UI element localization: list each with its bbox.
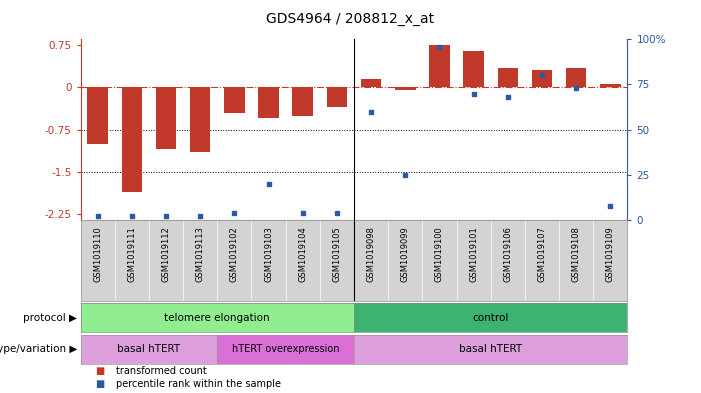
Text: transformed count: transformed count [116,366,206,376]
Bar [122,87,142,192]
Bar [327,87,347,107]
Bar [258,87,279,118]
Text: telomere elongation: telomere elongation [165,313,270,323]
Bar [429,45,450,87]
Bar [292,87,313,116]
Bar [361,79,381,87]
Bar [190,87,210,152]
Text: GSM1019107: GSM1019107 [538,226,547,283]
Text: GSM1019113: GSM1019113 [196,226,205,283]
Text: GSM1019100: GSM1019100 [435,226,444,282]
Text: GDS4964 / 208812_x_at: GDS4964 / 208812_x_at [266,12,435,26]
Text: protocol ▶: protocol ▶ [23,313,77,323]
Bar [566,68,586,87]
Text: GSM1019110: GSM1019110 [93,226,102,282]
Text: GSM1019102: GSM1019102 [230,226,239,282]
Bar [156,87,176,149]
Text: GSM1019099: GSM1019099 [401,226,410,282]
Text: GSM1019112: GSM1019112 [161,226,170,282]
Text: hTERT overexpression: hTERT overexpression [232,344,339,354]
Text: GSM1019111: GSM1019111 [128,226,137,282]
Text: ■: ■ [95,366,104,376]
Bar [395,87,416,90]
Bar [531,70,552,87]
Bar [600,84,620,87]
Bar [88,87,108,144]
Text: percentile rank within the sample: percentile rank within the sample [116,379,280,389]
Text: GSM1019104: GSM1019104 [298,226,307,282]
Text: GSM1019106: GSM1019106 [503,226,512,283]
Text: GSM1019108: GSM1019108 [571,226,580,283]
Text: genotype/variation ▶: genotype/variation ▶ [0,344,77,354]
Text: GSM1019103: GSM1019103 [264,226,273,283]
Text: GSM1019101: GSM1019101 [469,226,478,282]
Text: GSM1019098: GSM1019098 [367,226,376,283]
Text: GSM1019105: GSM1019105 [332,226,341,282]
Text: basal hTERT: basal hTERT [459,344,522,354]
Bar [224,87,245,113]
Bar [498,68,518,87]
Text: GSM1019109: GSM1019109 [606,226,615,282]
Bar [463,51,484,87]
Text: basal hTERT: basal hTERT [117,344,181,354]
Text: control: control [472,313,509,323]
Text: ■: ■ [95,379,104,389]
